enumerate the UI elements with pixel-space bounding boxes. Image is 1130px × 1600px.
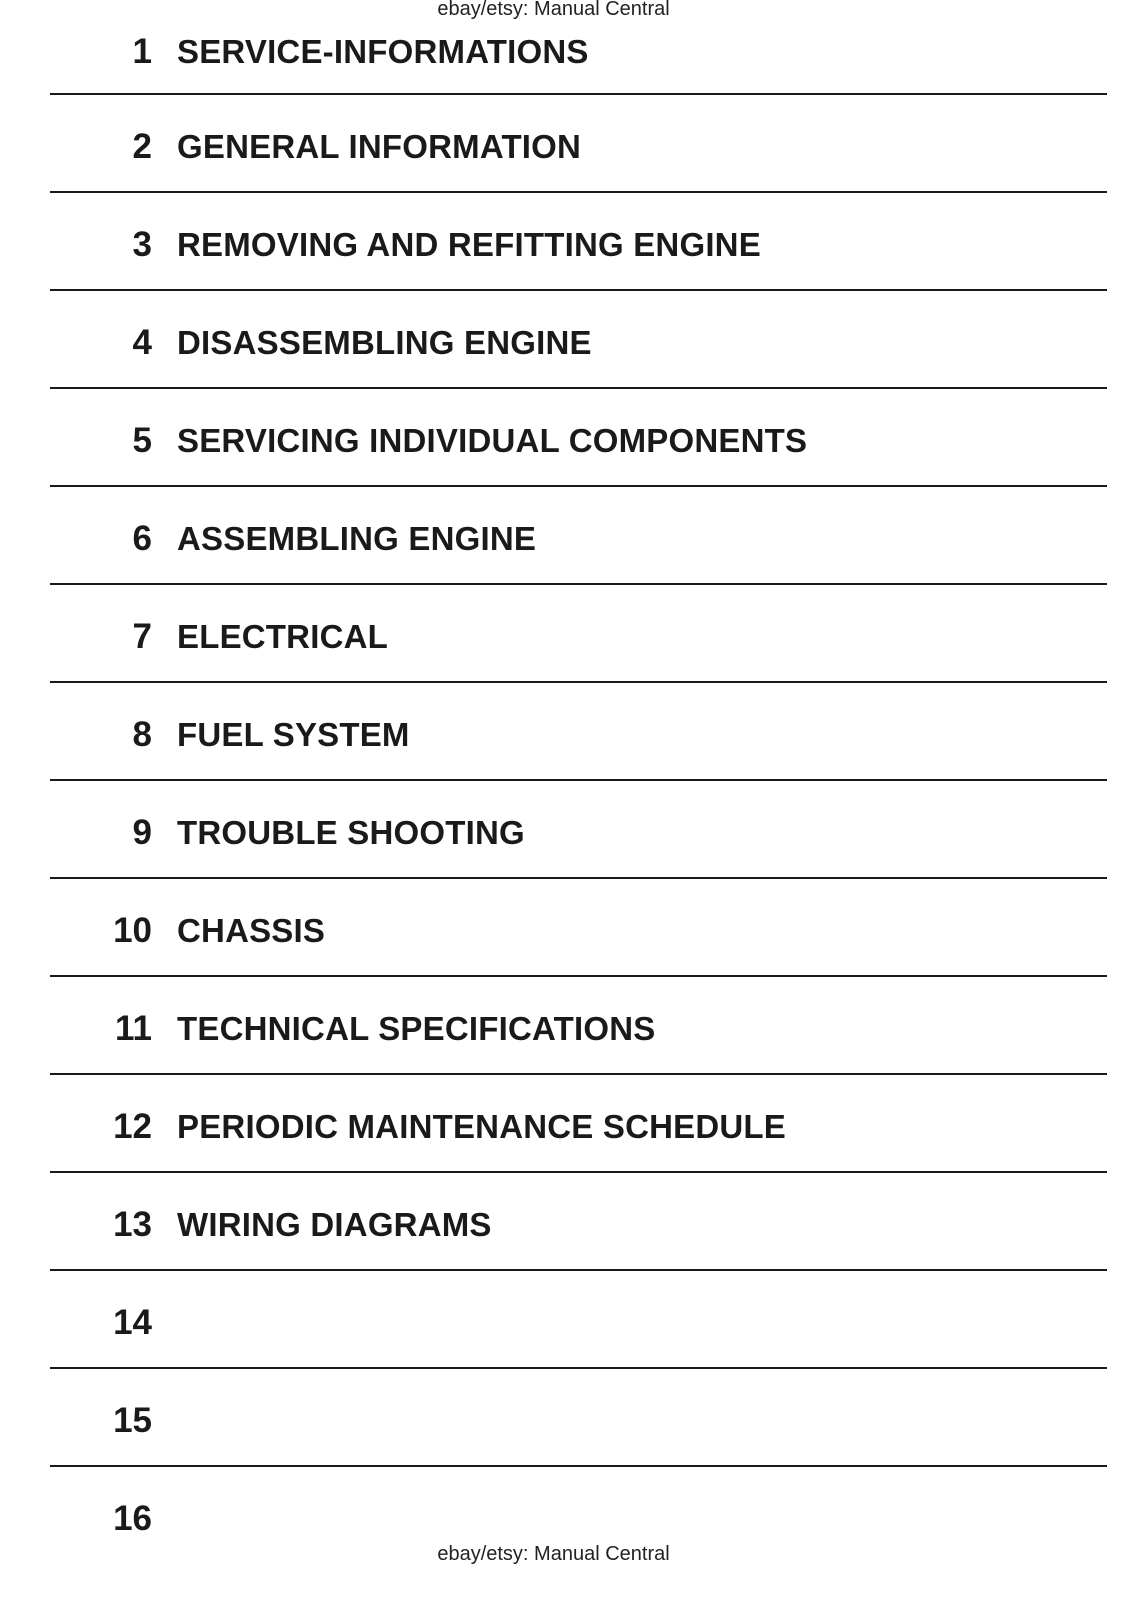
divider-line xyxy=(50,289,1107,291)
section-number: 11 xyxy=(115,1009,152,1048)
divider-line xyxy=(50,191,1107,193)
section-title: TECHNICAL SPECIFICATIONS xyxy=(177,1010,656,1047)
divider-line xyxy=(50,779,1107,781)
toc-entry[interactable]: 1 SERVICE-INFORMATIONS xyxy=(0,32,1130,72)
divider-line xyxy=(50,975,1107,977)
section-number: 9 xyxy=(132,813,152,852)
watermark-bottom: ebay/etsy: Manual Central xyxy=(437,1543,670,1565)
divider-line xyxy=(50,93,1107,95)
section-title: SERVICE-INFORMATIONS xyxy=(177,33,589,70)
divider-line xyxy=(50,877,1107,879)
toc-entry[interactable]: 10 CHASSIS xyxy=(0,911,1130,951)
section-title: FUEL SYSTEM xyxy=(177,716,410,753)
divider-line xyxy=(50,387,1107,389)
section-title: TROUBLE SHOOTING xyxy=(177,814,525,851)
section-title: GENERAL INFORMATION xyxy=(177,128,582,165)
divider-line xyxy=(50,1465,1107,1467)
section-number: 7 xyxy=(132,617,152,656)
section-title: REMOVING AND REFITTING ENGINE xyxy=(177,226,761,263)
section-number: 1 xyxy=(132,32,152,71)
section-title: ELECTRICAL xyxy=(177,618,388,655)
section-number: 12 xyxy=(113,1107,152,1146)
section-title: ASSEMBLING ENGINE xyxy=(177,520,537,557)
section-number: 14 xyxy=(113,1303,152,1342)
divider-line xyxy=(50,1269,1107,1271)
toc-entry[interactable]: 11 TECHNICAL SPECIFICATIONS xyxy=(0,1009,1130,1049)
divider-line xyxy=(50,1367,1107,1369)
section-title: CHASSIS xyxy=(177,912,326,949)
section-number: 13 xyxy=(113,1205,152,1244)
toc-entry[interactable]: 2 GENERAL INFORMATION xyxy=(0,127,1130,167)
section-number: 8 xyxy=(132,715,152,754)
toc-entry[interactable]: 6 ASSEMBLING ENGINE xyxy=(0,519,1130,559)
section-number: 5 xyxy=(132,421,152,460)
toc-entry[interactable]: 16 xyxy=(0,1499,1130,1539)
toc-entry[interactable]: 4 DISASSEMBLING ENGINE xyxy=(0,323,1130,363)
toc-entry[interactable]: 14 xyxy=(0,1303,1130,1343)
section-number: 3 xyxy=(132,225,152,264)
section-number: 2 xyxy=(132,127,152,166)
watermark-top: ebay/etsy: Manual Central xyxy=(437,0,670,20)
divider-line xyxy=(50,1073,1107,1075)
section-number: 16 xyxy=(113,1499,152,1538)
section-title: PERIODIC MAINTENANCE SCHEDULE xyxy=(177,1108,787,1145)
section-title: WIRING DIAGRAMS xyxy=(177,1206,492,1243)
section-title: SERVICING INDIVIDUAL COMPONENTS xyxy=(177,422,808,459)
toc-entry[interactable]: 3 REMOVING AND REFITTING ENGINE xyxy=(0,225,1130,265)
section-number: 10 xyxy=(113,911,152,950)
divider-line xyxy=(50,485,1107,487)
toc-entry[interactable]: 5 SERVICING INDIVIDUAL COMPONENTS xyxy=(0,421,1130,461)
toc-entry[interactable]: 8 FUEL SYSTEM xyxy=(0,715,1130,755)
toc-entry[interactable]: 13 WIRING DIAGRAMS xyxy=(0,1205,1130,1245)
divider-line xyxy=(50,1171,1107,1173)
divider-line xyxy=(50,681,1107,683)
toc-entry[interactable]: 9 TROUBLE SHOOTING xyxy=(0,813,1130,853)
toc-entry[interactable]: 12 PERIODIC MAINTENANCE SCHEDULE xyxy=(0,1107,1130,1147)
section-number: 6 xyxy=(132,519,152,558)
section-number: 15 xyxy=(113,1401,152,1440)
toc-entry[interactable]: 7 ELECTRICAL xyxy=(0,617,1130,657)
section-title: DISASSEMBLING ENGINE xyxy=(177,324,592,361)
toc-entry[interactable]: 15 xyxy=(0,1401,1130,1441)
section-number: 4 xyxy=(132,323,152,362)
divider-line xyxy=(50,583,1107,585)
